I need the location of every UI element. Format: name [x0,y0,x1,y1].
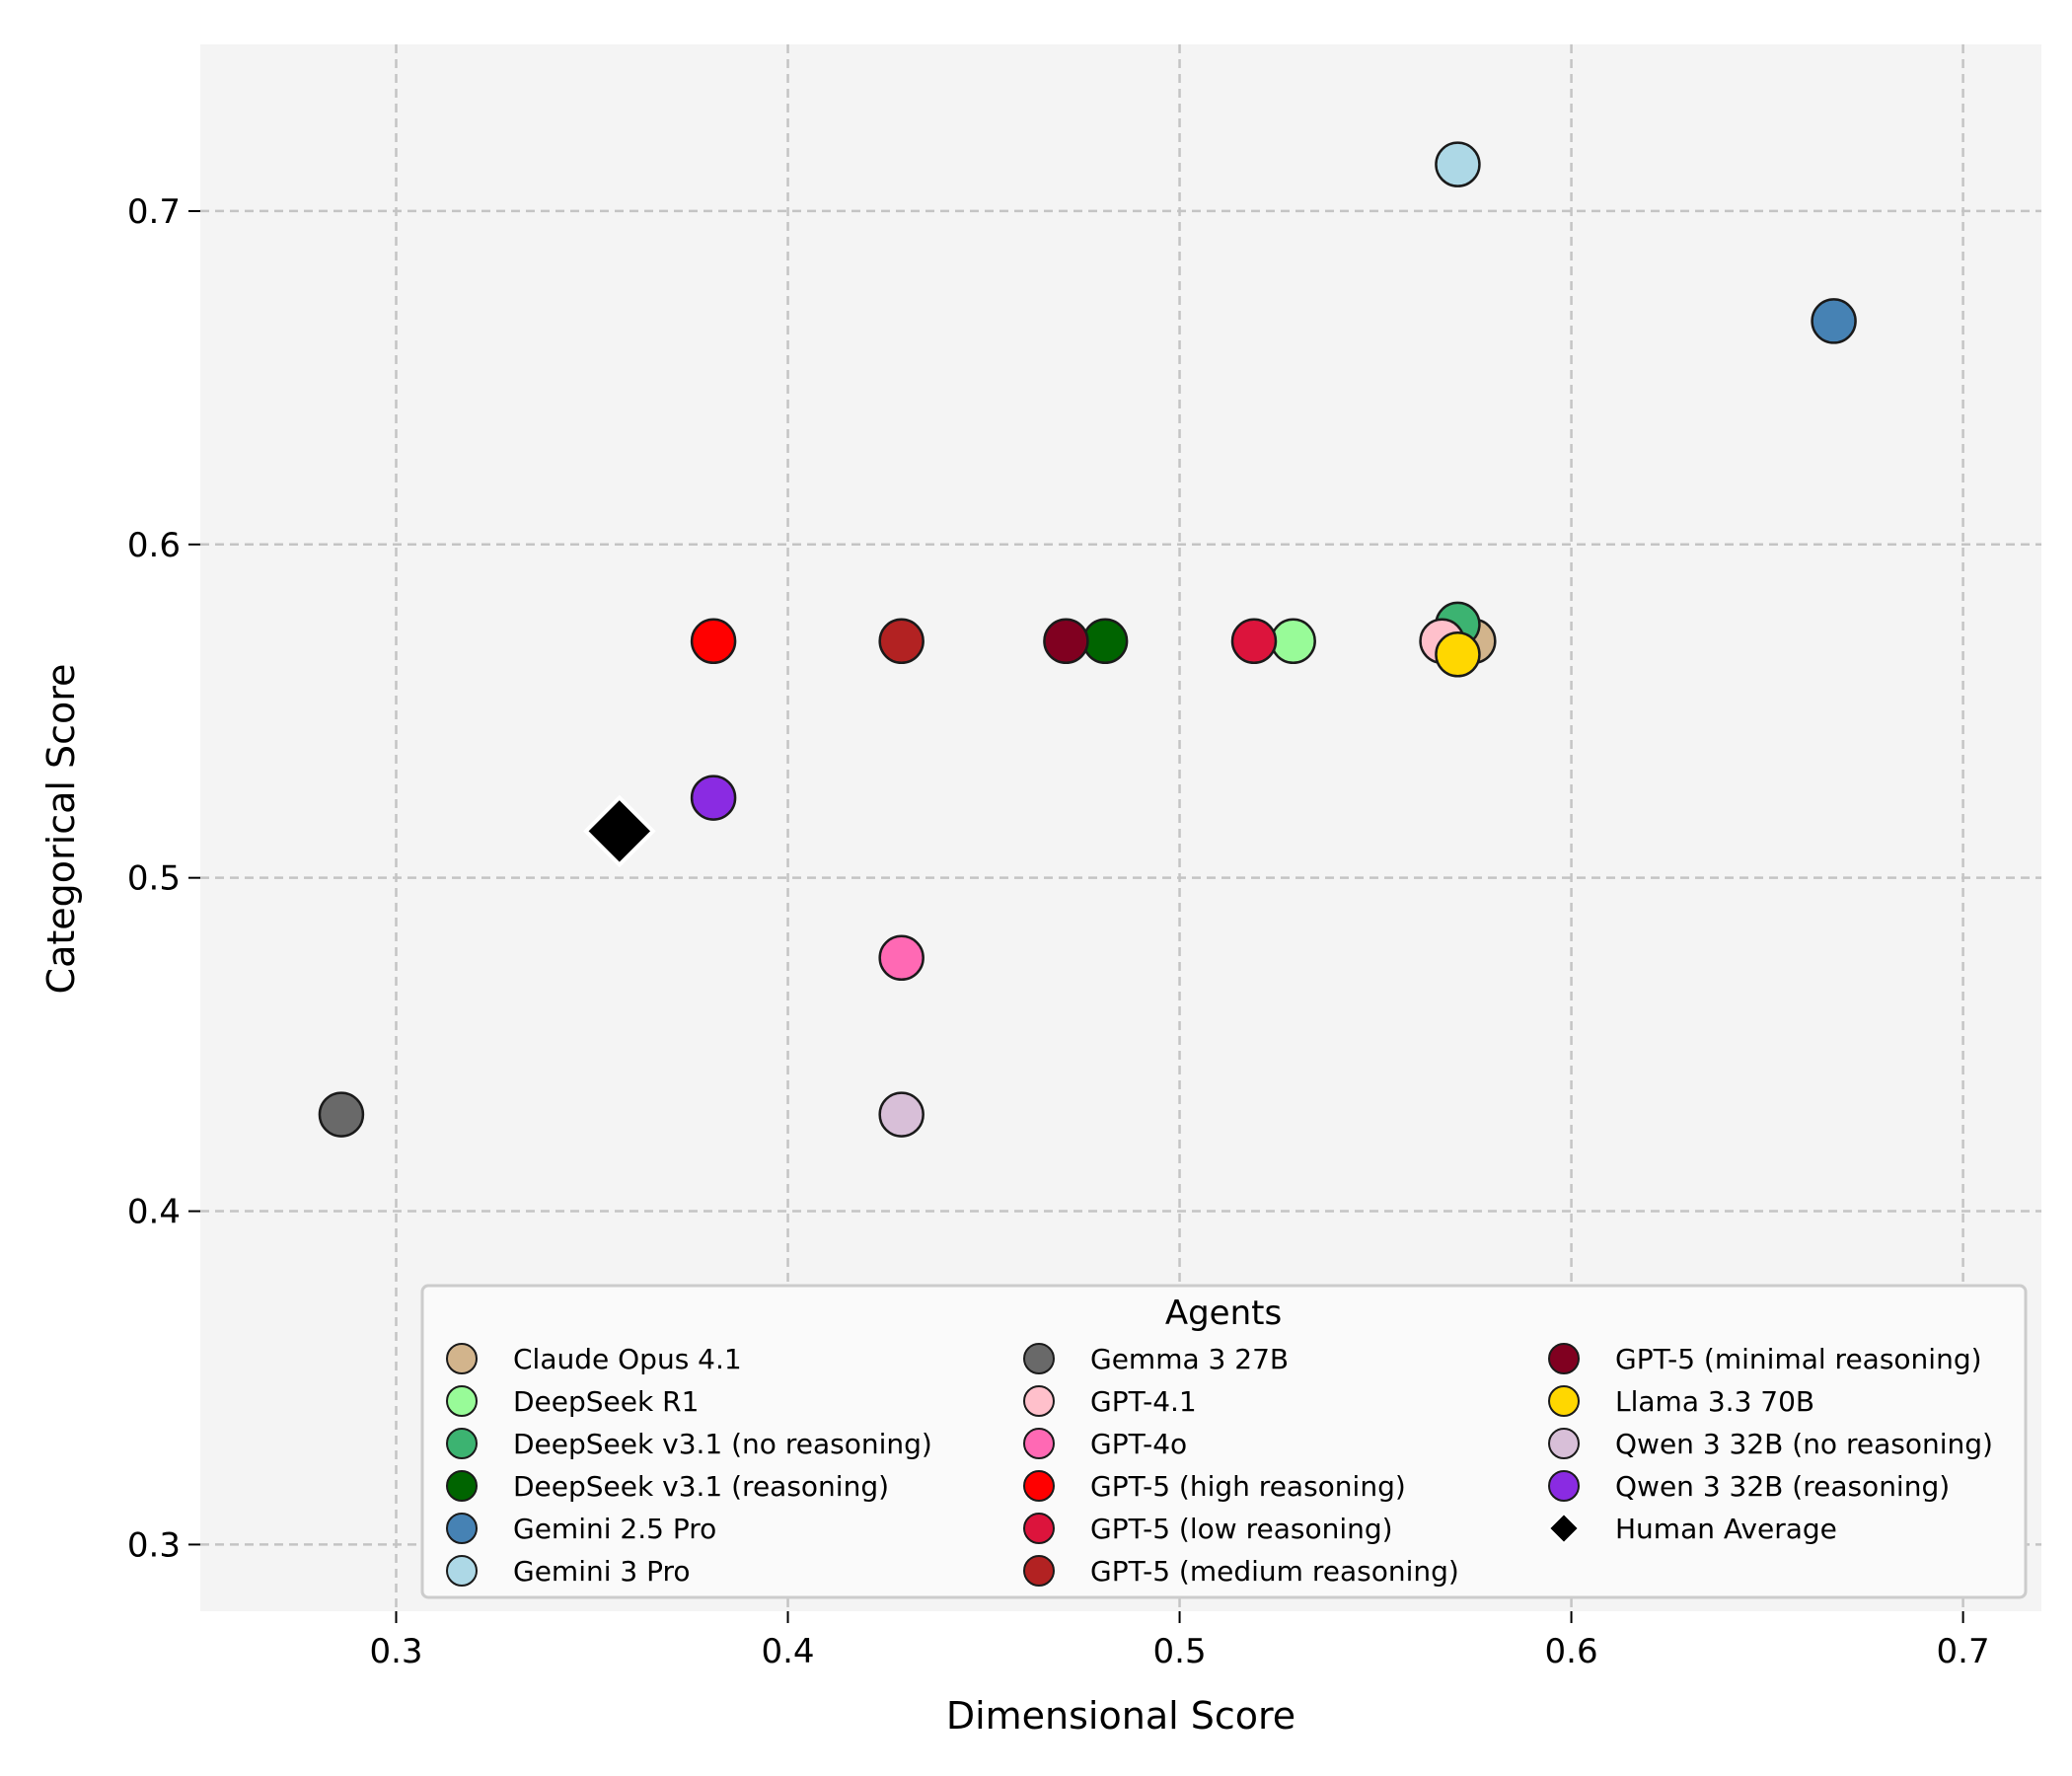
x-tick-label: 0.6 [1545,1632,1598,1671]
legend-marker [446,1428,478,1459]
data-point [878,934,925,982]
legend-label: DeepSeek R1 [513,1385,699,1418]
legend-label: Qwen 3 32B (reasoning) [1615,1470,1950,1503]
y-tick-label: 0.5 [127,859,181,899]
data-point [1435,631,1481,678]
data-point [690,618,737,665]
legend-marker [1023,1343,1055,1374]
legend-marker [446,1343,478,1374]
data-point [1811,298,1857,344]
legend-label: DeepSeek v3.1 (reasoning) [513,1470,889,1503]
legend-label: GPT-5 (medium reasoning) [1090,1555,1459,1588]
data-point [1270,618,1316,665]
legend-label: GPT-5 (minimal reasoning) [1615,1343,1982,1375]
y-axis: 0.3 0.4 0.5 0.6 0.7 [127,192,200,1565]
data-points [318,141,1857,1138]
legend-label: Gemini 3 Pro [513,1555,691,1588]
x-tick-label: 0.7 [1937,1632,1990,1671]
legend-label: DeepSeek v3.1 (no reasoning) [513,1428,932,1460]
legend-label: GPT-4o [1090,1428,1187,1460]
legend-label: GPT-4.1 [1090,1385,1197,1418]
legend-label: Llama 3.3 70B [1615,1385,1814,1418]
y-axis-label: Categorical Score [39,664,83,995]
legend-marker [446,1555,478,1587]
legend-marker [1547,1512,1581,1545]
x-tick-label: 0.4 [761,1632,814,1671]
legend-label: Gemini 2.5 Pro [513,1513,716,1545]
legend-marker [1023,1555,1055,1587]
legend-label: Human Average [1615,1513,1837,1545]
legend-label: GPT-5 (low reasoning) [1090,1513,1393,1545]
legend-marker [1023,1385,1055,1417]
data-point [318,1091,365,1138]
legend-marker [446,1385,478,1417]
data-point [1043,618,1089,665]
data-point-human-average [582,794,656,868]
legend-label: Claude Opus 4.1 [513,1343,742,1375]
data-point [1230,618,1278,665]
legend: Agents Claude Opus 4.1 DeepSeek R1 DeepSee… [420,1284,2028,1599]
y-tick-label: 0.7 [127,192,181,232]
y-tick-label: 0.3 [127,1525,181,1565]
y-tick-label: 0.6 [127,526,181,565]
data-point [690,775,737,821]
legend-marker [446,1470,478,1502]
legend-marker [1548,1470,1580,1502]
legend-marker [1548,1343,1580,1374]
legend-label: GPT-5 (high reasoning) [1090,1470,1406,1503]
legend-box [420,1284,2028,1599]
x-tick-label: 0.3 [369,1632,422,1671]
legend-marker [1548,1385,1580,1417]
legend-marker [446,1513,478,1544]
data-point [1081,618,1129,665]
data-point [878,1091,925,1138]
x-axis-label: Dimensional Score [946,1694,1295,1738]
legend-label: Qwen 3 32B (no reasoning) [1615,1428,1993,1460]
legend-marker [1023,1513,1055,1544]
x-axis: 0.3 0.4 0.5 0.6 0.7 [369,1611,1990,1671]
y-tick-label: 0.4 [127,1193,181,1232]
legend-title: Agents [1165,1294,1282,1333]
legend-marker [1023,1470,1055,1502]
x-tick-label: 0.5 [1153,1632,1207,1671]
data-point [1435,141,1481,187]
legend-marker [1023,1428,1055,1459]
legend-label: Gemma 3 27B [1090,1343,1289,1375]
data-point [878,618,925,665]
legend-marker [1548,1428,1580,1459]
